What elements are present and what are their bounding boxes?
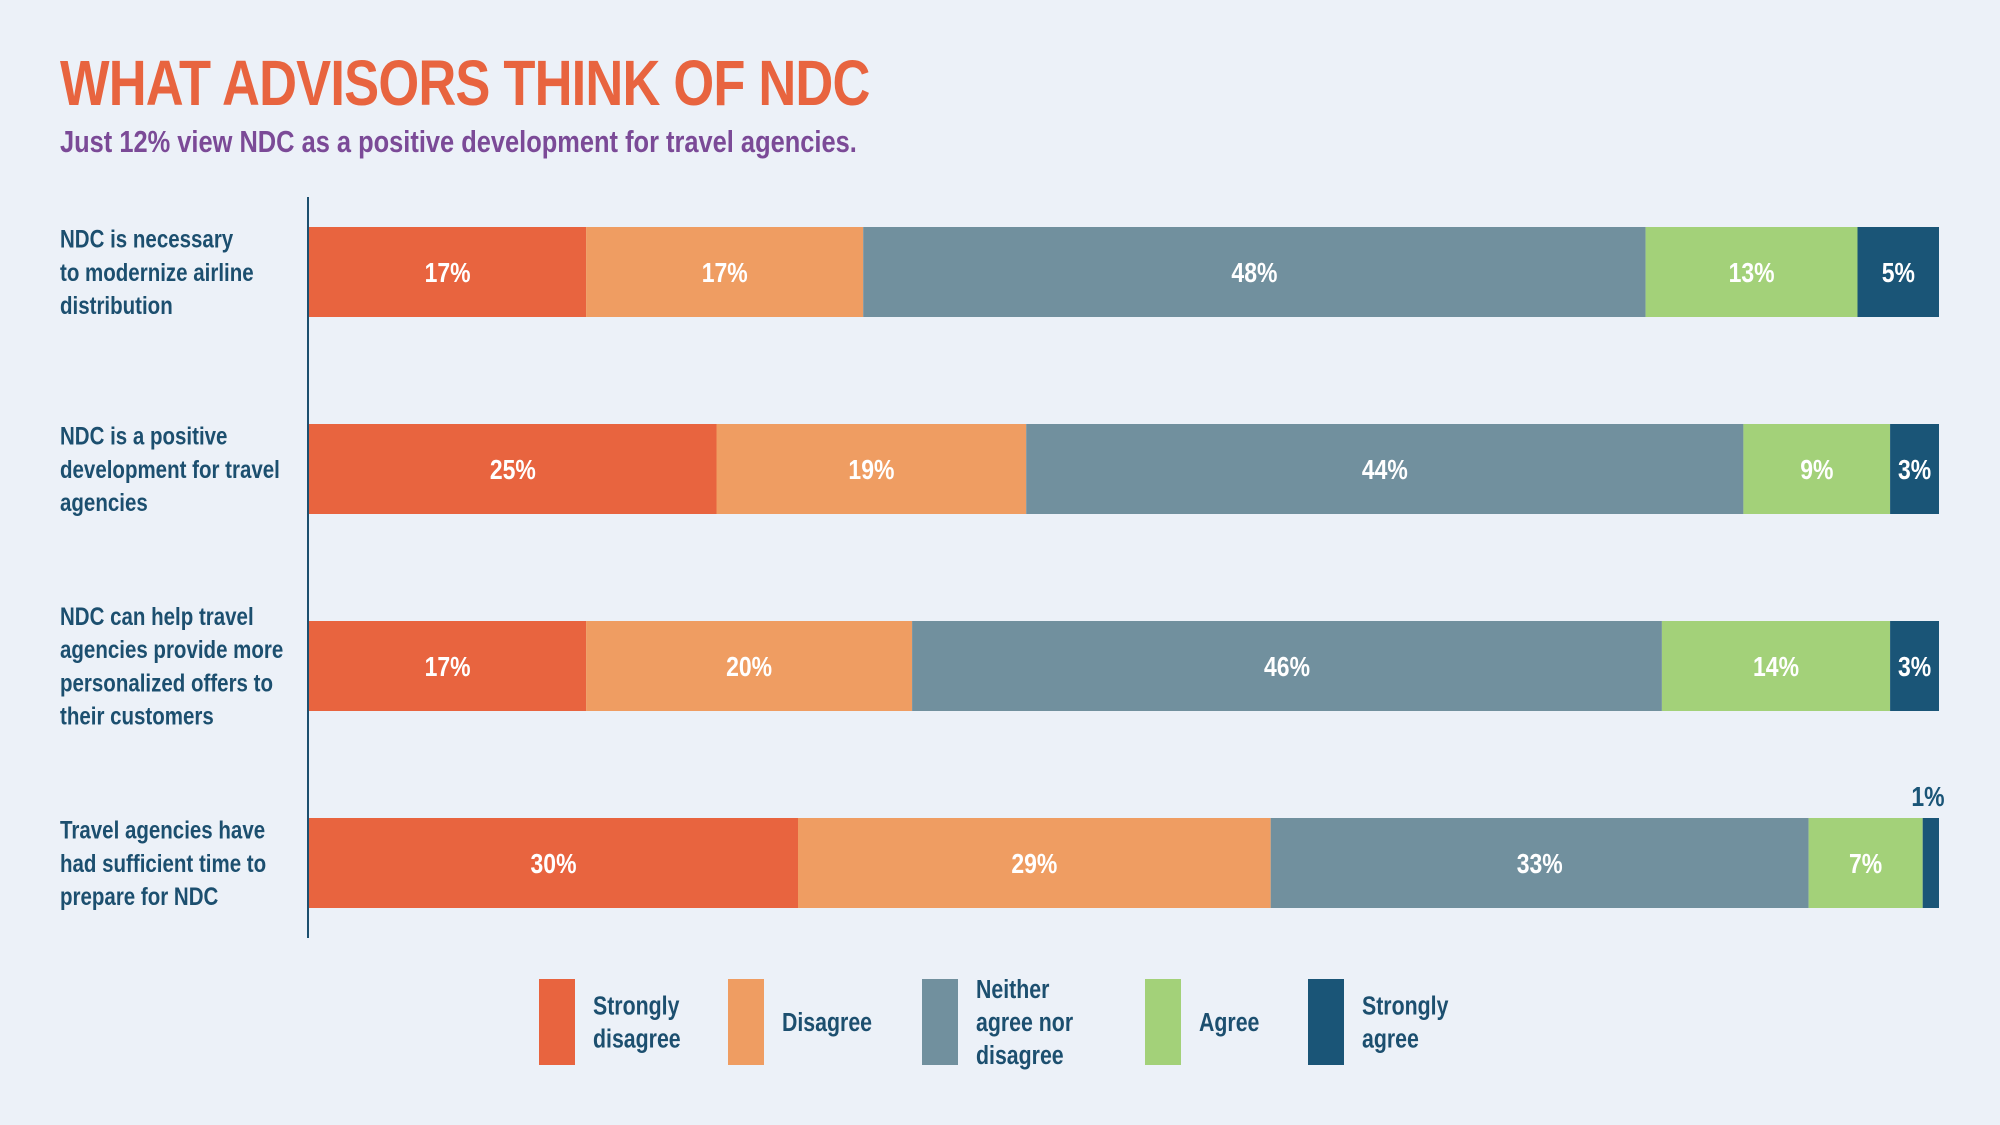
bar-segment bbox=[863, 227, 1646, 317]
bar-segment bbox=[1645, 227, 1858, 317]
legend-item: Neither agree nor disagree bbox=[922, 975, 1073, 1071]
data-label: 9% bbox=[1800, 455, 1833, 486]
data-label: 33% bbox=[1517, 849, 1563, 880]
bar-segment bbox=[586, 227, 864, 317]
bar-segment bbox=[1890, 621, 1939, 711]
bar-segment bbox=[1857, 227, 1939, 317]
bar-segment bbox=[716, 424, 1027, 514]
category-label: Travel agencies have had sufficient time … bbox=[60, 816, 266, 911]
data-label: 1% bbox=[1911, 782, 1944, 813]
data-label: 17% bbox=[425, 258, 471, 289]
bar-segment bbox=[1922, 818, 1939, 908]
chart-title: WHAT ADVISORS THINK OF NDC bbox=[60, 47, 870, 119]
data-label: 25% bbox=[490, 455, 536, 486]
legend-label: Agree bbox=[1199, 1008, 1259, 1038]
data-label: 17% bbox=[702, 258, 748, 289]
data-label: 46% bbox=[1264, 652, 1310, 683]
legend-label: Strongly agree bbox=[1362, 992, 1449, 1055]
data-label: 14% bbox=[1753, 652, 1799, 683]
bar-segment bbox=[1890, 424, 1939, 514]
legend-swatch bbox=[1308, 979, 1344, 1065]
category-label: NDC can help travel agencies provide more… bbox=[60, 602, 283, 730]
legend-swatch bbox=[539, 979, 575, 1065]
category-label: NDC is necessary to modernize airline dist… bbox=[60, 225, 254, 320]
data-label: 3% bbox=[1898, 652, 1931, 683]
legend-label: Disagree bbox=[782, 1008, 872, 1038]
legend-swatch bbox=[728, 979, 764, 1065]
legend-swatch bbox=[922, 979, 958, 1065]
category-label: NDC is a positive development for travel a… bbox=[60, 422, 280, 517]
bar-segment bbox=[1743, 424, 1891, 514]
legend-item: Strongly agree bbox=[1308, 979, 1449, 1065]
data-label: 19% bbox=[848, 455, 894, 486]
data-label: 7% bbox=[1849, 849, 1882, 880]
data-label: 29% bbox=[1011, 849, 1057, 880]
bar-segment bbox=[309, 621, 587, 711]
data-label: 5% bbox=[1882, 258, 1915, 289]
data-label: 30% bbox=[531, 849, 577, 880]
bar-segment bbox=[1270, 818, 1809, 908]
legend-item: Strongly disagree bbox=[539, 979, 681, 1065]
bar-segment bbox=[912, 621, 1662, 711]
legend-item: Disagree bbox=[728, 979, 872, 1065]
legend-item: Agree bbox=[1145, 979, 1259, 1065]
bar-segment bbox=[309, 424, 717, 514]
category-labels: NDC is necessary to modernize airline dist… bbox=[60, 225, 283, 911]
bar-segment bbox=[798, 818, 1271, 908]
bar-segment bbox=[586, 621, 913, 711]
legend-swatch bbox=[1145, 979, 1181, 1065]
chart-subtitle: Just 12% view NDC as a positive developm… bbox=[60, 124, 857, 159]
legend-label: Neither agree nor disagree bbox=[976, 975, 1073, 1071]
data-label: 44% bbox=[1362, 455, 1408, 486]
bars: 17% 17% 48% 13% 5% 25% 19% 44% 9% 3% 17% 20% 46% 14% 3… bbox=[309, 227, 1945, 908]
legend: Strongly disagree Disagree Neither agree nor… bbox=[539, 975, 1449, 1071]
bar-segment bbox=[1661, 621, 1891, 711]
data-label: 48% bbox=[1231, 258, 1277, 289]
bar-segment bbox=[1808, 818, 1923, 908]
data-label: 3% bbox=[1898, 455, 1931, 486]
bar-segment bbox=[309, 818, 798, 908]
data-label: 20% bbox=[726, 652, 772, 683]
bar-segment bbox=[309, 227, 587, 317]
bar-segment bbox=[1026, 424, 1744, 514]
data-label: 13% bbox=[1729, 258, 1775, 289]
legend-label: Strongly disagree bbox=[593, 992, 681, 1055]
data-label: 17% bbox=[425, 652, 471, 683]
